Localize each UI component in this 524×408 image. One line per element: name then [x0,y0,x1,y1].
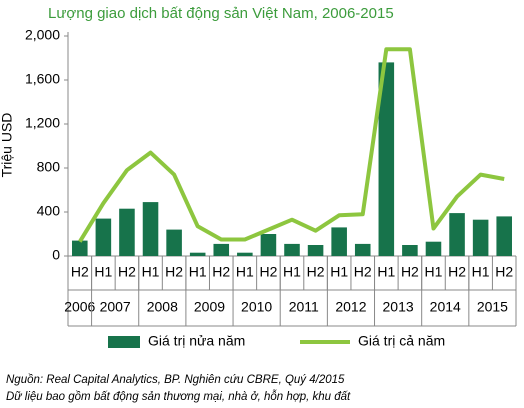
legend-swatch [108,336,140,348]
x-group-label: 2006 [64,299,95,315]
bar [425,241,442,256]
bar [142,202,159,256]
x-tick-label: H1 [472,264,490,280]
x-tick-label: H1 [377,264,395,280]
legend-label: Giá trị nửa năm [148,333,245,349]
bar [95,218,112,256]
x-tick-label: H1 [425,264,443,280]
bar [284,243,300,256]
bar [354,243,371,256]
y-tick-label: 2,000 [25,27,60,43]
bar [213,243,230,256]
y-tick-label: 400 [37,203,61,219]
x-tick-label: H2 [212,264,230,280]
bar [307,245,324,256]
x-tick-label: H1 [330,264,348,280]
x-tick-label: H1 [189,264,207,280]
x-tick-label: H2 [71,264,89,280]
x-group-label: 2009 [194,299,225,315]
x-group-label: 2014 [430,299,461,315]
line [78,47,505,243]
x-tick-label: H2 [307,264,325,280]
x-group-label: 2008 [147,299,178,315]
y-tick-label: 1,600 [25,71,60,87]
y-tick-label: 800 [37,159,61,175]
y-tick-label: 1,200 [25,115,60,131]
x-tick-label: H2 [495,264,513,280]
x-group-label: 2011 [289,299,319,315]
x-tick-label: H2 [259,264,277,280]
x-group-label: 2013 [383,299,414,315]
bar [331,227,347,256]
x-group-label: 2007 [100,299,131,315]
x-group-label: 2010 [241,299,272,315]
bar [237,252,253,256]
bar [472,219,489,256]
bar [260,234,277,256]
bar [496,216,512,256]
bar [72,240,88,256]
x-tick-label: H2 [401,264,419,280]
x-tick-label: H2 [118,264,136,280]
bar [189,252,206,256]
x-tick-label: H2 [448,264,466,280]
note: Nguồn: Real Capital Analytics, BP. Nghiê… [6,374,345,386]
x-group-label: 2012 [335,299,366,315]
x-tick-label: H2 [354,264,372,280]
x-tick-label: H2 [165,264,183,280]
x-tick-label: H1 [283,264,301,280]
note: Dữ liệu bao gồm bất động sản thương mại,… [6,390,351,403]
y-tick-label: 0 [52,247,60,263]
bar [119,208,135,256]
chart-title: Lượng giao dịch bất động sản Việt Nam, 2… [48,5,394,22]
x-group-label: 2015 [477,299,508,315]
bar [378,62,395,257]
legend-label: Giá trị cả năm [358,333,445,349]
bar [449,213,465,256]
bar [166,229,182,256]
x-tick-label: H1 [142,264,160,280]
x-tick-label: H1 [94,264,112,280]
x-tick-label: H1 [236,264,254,280]
y-axis-label: Triệu USD [0,113,15,178]
bar [402,245,418,256]
